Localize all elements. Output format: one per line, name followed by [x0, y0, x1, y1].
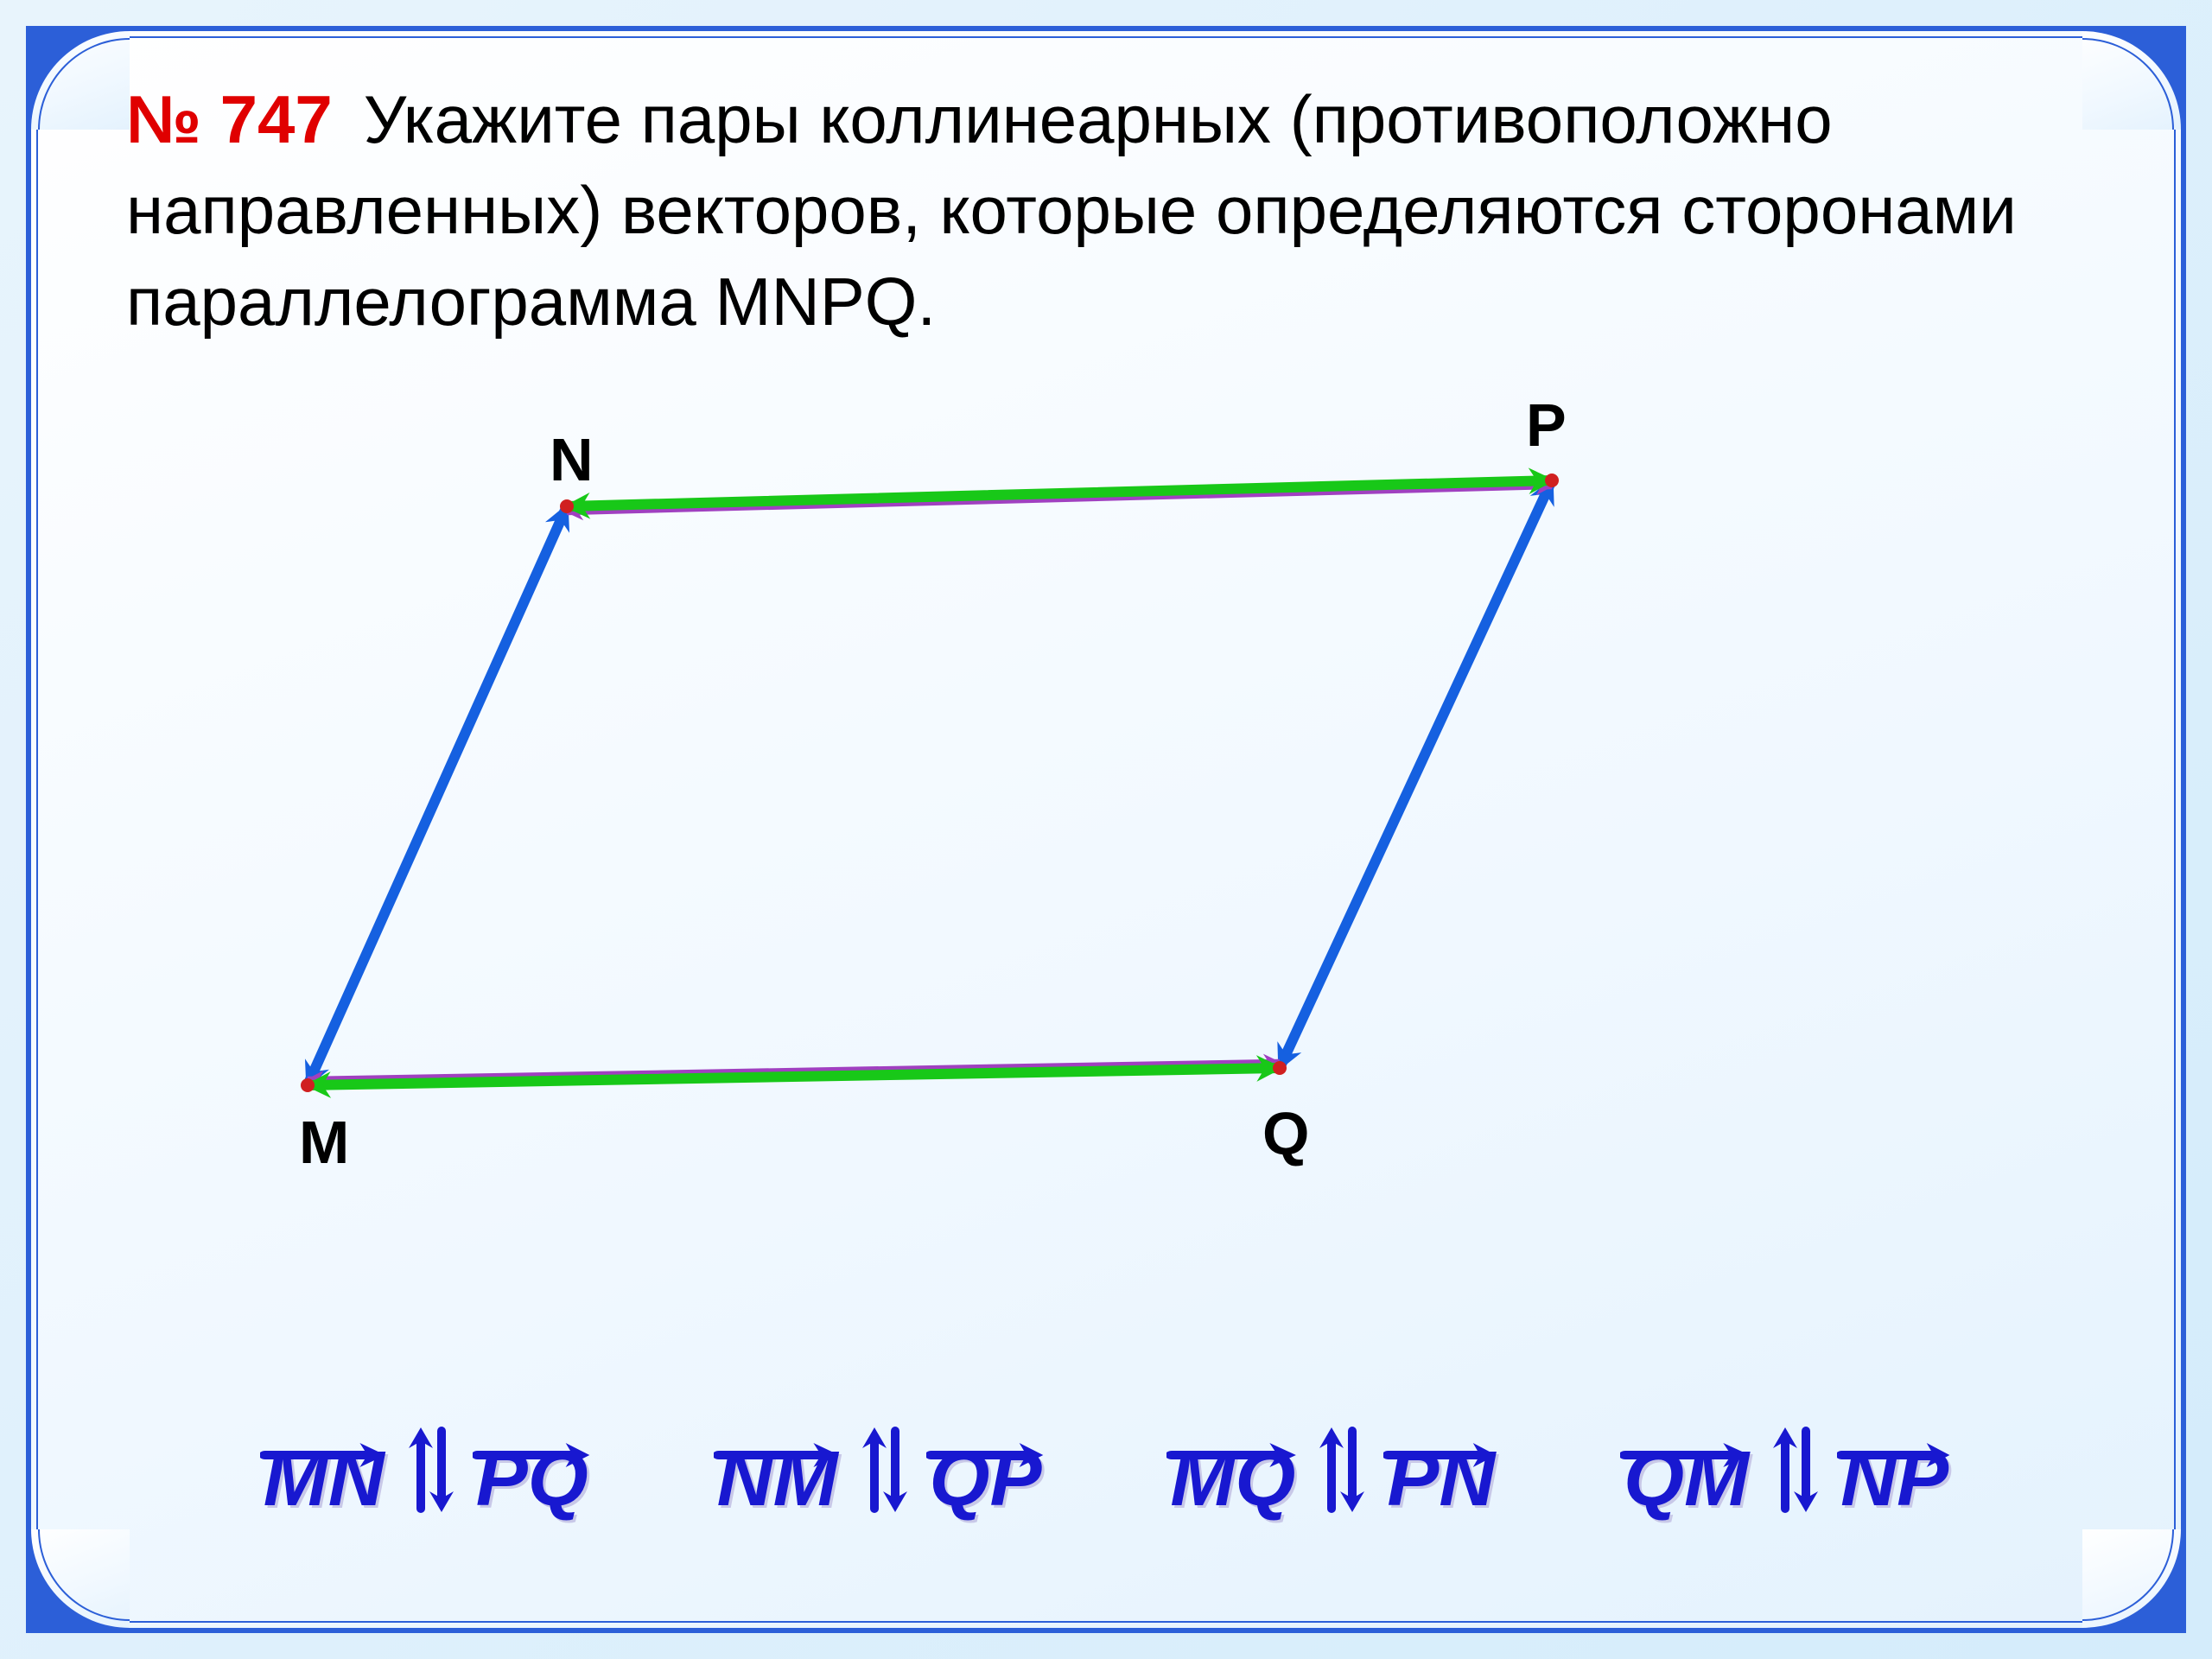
exercise-statement: Укажите пары коллинеарных (противоположн…	[126, 81, 2017, 340]
vector-arrow-icon	[926, 1401, 1046, 1432]
vector-pair-mn-pq: MN PQ	[264, 1401, 588, 1524]
antiparallel-icon	[1764, 1422, 1825, 1517]
vector-arrow-icon	[1166, 1401, 1299, 1432]
vector-mq: MQ	[1170, 1401, 1295, 1524]
antiparallel-icon	[1311, 1422, 1371, 1517]
svg-text:Q: Q	[1262, 1100, 1309, 1167]
svg-text:M: M	[299, 1109, 349, 1176]
answer-row: MN PQ NM QP MQ PN QM NP	[31, 1401, 2181, 1524]
vector-pn: PN	[1387, 1401, 1495, 1524]
parallelogram-diagram: MNPQ	[204, 429, 1759, 1206]
vector-np: NP	[1840, 1401, 1948, 1524]
svg-text:N: N	[550, 426, 594, 493]
frame-corner-bl	[26, 1529, 130, 1633]
exercise-text: № 747Укажите пары коллинеарных (противоп…	[126, 74, 2086, 347]
vector-mn: MN	[264, 1401, 385, 1524]
antiparallel-icon	[400, 1422, 461, 1517]
vector-pair-nm-qp: NM QP	[717, 1401, 1042, 1524]
vector-qm: QM	[1624, 1401, 1749, 1524]
vector-pair-mq-pn: MQ PN	[1170, 1401, 1495, 1524]
frame-corner-br	[2082, 1529, 2186, 1633]
vector-arrow-icon	[1383, 1401, 1498, 1432]
vector-arrow-icon	[260, 1401, 388, 1432]
vector-arrow-icon	[1620, 1401, 1752, 1432]
vector-pq: PQ	[476, 1401, 588, 1524]
svg-text:P: P	[1526, 391, 1567, 459]
antiparallel-icon	[854, 1422, 914, 1517]
slide-frame: № 747Укажите пары коллинеарных (противоп…	[26, 26, 2186, 1633]
vector-arrow-icon	[1837, 1401, 1952, 1432]
frame-corner-tr	[2082, 26, 2186, 130]
vector-arrow-icon	[473, 1401, 592, 1432]
vector-pair-qm-np: QM NP	[1624, 1401, 1948, 1524]
exercise-number: № 747	[126, 81, 333, 157]
vector-qp: QP	[930, 1401, 1042, 1524]
vector-arrow-icon	[714, 1401, 842, 1432]
frame-corner-tl	[26, 26, 130, 130]
vector-nm: NM	[717, 1401, 838, 1524]
